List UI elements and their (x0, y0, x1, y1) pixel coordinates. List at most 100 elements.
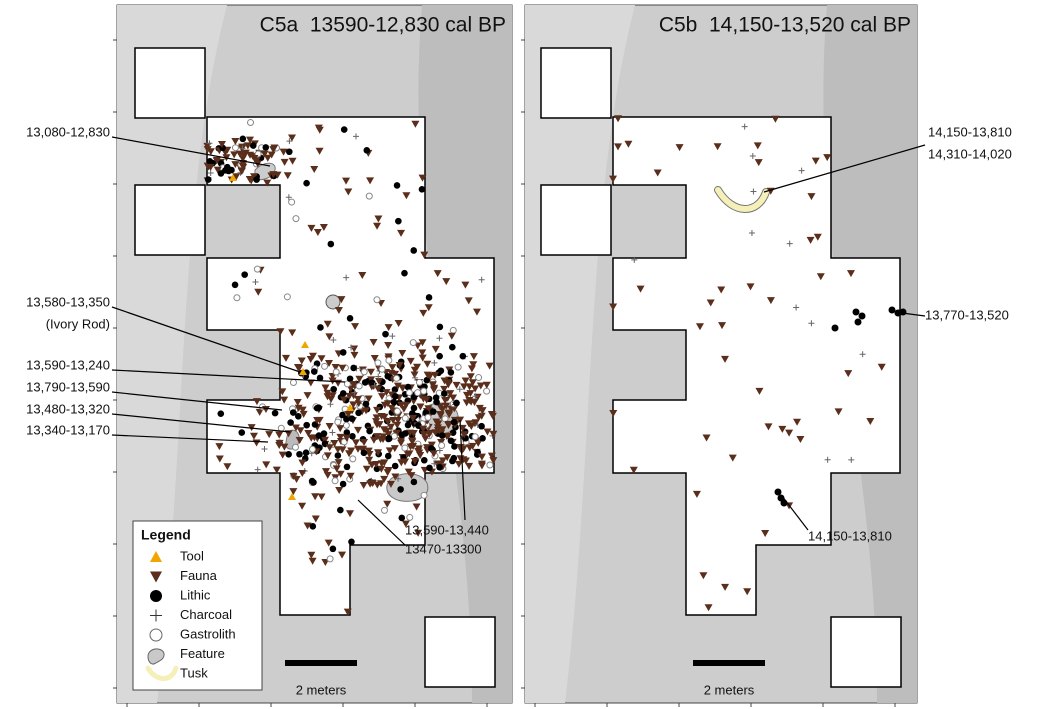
lithic-point (348, 538, 355, 545)
gastrolith-point (484, 388, 490, 394)
lithic-point (222, 167, 229, 174)
lithic-point (441, 390, 448, 397)
test-unit (831, 617, 901, 687)
gastrolith-point (450, 327, 456, 333)
legend: LegendToolFaunaLithicCharcoalGastrolithF… (133, 521, 262, 690)
gastrolith-point (402, 415, 408, 421)
lithic-point (296, 451, 303, 458)
lithic-point (205, 176, 212, 183)
lithic-point (330, 546, 337, 553)
legend-symbol (150, 629, 162, 641)
lithic-point (240, 136, 247, 143)
lithic-point (349, 415, 356, 422)
scale-bar (693, 660, 765, 666)
lithic-point (361, 450, 368, 457)
gastrolith-point (394, 375, 400, 381)
lithic-point (253, 176, 260, 183)
gastrolith-point (234, 295, 240, 301)
gastrolith-point (382, 507, 388, 513)
lithic-point (339, 412, 346, 419)
gastrolith-point (289, 199, 295, 205)
test-unit (541, 185, 611, 255)
panel-title: C5a 13590-12,830 cal BP (260, 14, 506, 37)
lithic-point (344, 464, 351, 471)
map-panel: C5b 14,150-13,520 cal BP2 meters (521, 5, 917, 707)
lithic-point (392, 393, 399, 400)
annotation: 13,340-13,170 (26, 422, 110, 437)
gastrolith-point (333, 369, 339, 375)
gastrolith-point (254, 266, 260, 272)
lithic-point (421, 457, 428, 464)
lithic-point (433, 399, 440, 406)
lithic-point (448, 437, 455, 444)
lithic-point (303, 180, 310, 187)
gastrolith-point (402, 445, 408, 451)
gastrolith-point (293, 216, 299, 222)
lithic-point (451, 419, 458, 426)
lithic-point (394, 182, 401, 189)
lithic-point (286, 148, 293, 155)
lithic-point (436, 464, 443, 471)
annotation: 13,770-13,520 (925, 307, 1009, 322)
lithic-point (449, 458, 456, 465)
legend-label: Tool (180, 548, 204, 563)
gastrolith-point (284, 294, 290, 300)
legend-title: Legend (141, 527, 191, 543)
lithic-point (317, 324, 324, 331)
lithic-point (399, 431, 406, 438)
test-unit (541, 48, 611, 118)
legend-label: Fauna (180, 568, 218, 583)
lithic-point (350, 365, 357, 372)
lithic-point (241, 271, 248, 278)
lithic-point (900, 309, 907, 316)
gastrolith-point (386, 357, 392, 363)
legend-label: Lithic (180, 587, 211, 602)
gastrolith-point (361, 369, 367, 375)
lithic-point (392, 463, 399, 470)
gastrolith-point (343, 422, 349, 428)
lithic-point (832, 325, 839, 332)
lithic-point (410, 247, 417, 254)
gastrolith-point (232, 145, 238, 151)
lithic-point (855, 319, 862, 326)
lithic-point (382, 331, 389, 338)
lithic-point (448, 369, 455, 376)
scale-bar (285, 660, 357, 666)
lithic-point (232, 282, 239, 289)
gastrolith-point (455, 364, 461, 370)
annotation: 13470-13300 (405, 541, 482, 556)
gastrolith-point (335, 419, 341, 425)
lithic-point (479, 435, 486, 442)
test-unit (135, 48, 205, 118)
legend-label: Feature (180, 646, 225, 661)
lithic-point (411, 479, 418, 486)
gastrolith-point (290, 380, 296, 386)
panel-title: C5b 14,150-13,520 cal BP (659, 14, 911, 37)
gastrolith-point (425, 414, 431, 420)
lithic-point (384, 373, 391, 380)
lithic-point (355, 410, 362, 417)
lithic-point (775, 489, 782, 496)
lithic-point (853, 309, 860, 316)
lithic-point (309, 478, 316, 485)
annotation: 13,480-13,320 (26, 401, 110, 416)
lithic-point (438, 367, 445, 374)
gastrolith-point (379, 366, 385, 372)
lithic-point (859, 313, 866, 320)
lithic-point (287, 419, 294, 426)
lithic-point (316, 432, 323, 439)
gastrolith-point (332, 478, 338, 484)
gastrolith-point (292, 444, 298, 450)
gastrolith-point (439, 442, 445, 448)
lithic-point (386, 435, 393, 442)
annotation: 13,590-13,240 (26, 357, 110, 372)
feature (326, 295, 340, 309)
lithic-point (453, 400, 460, 407)
gastrolith-point (487, 462, 493, 468)
scale-label: 2 meters (296, 682, 347, 697)
lithic-point (426, 294, 433, 301)
lithic-point (311, 368, 318, 375)
lithic-point (398, 515, 405, 522)
lithic-point (340, 390, 347, 397)
lithic-point (436, 353, 443, 360)
